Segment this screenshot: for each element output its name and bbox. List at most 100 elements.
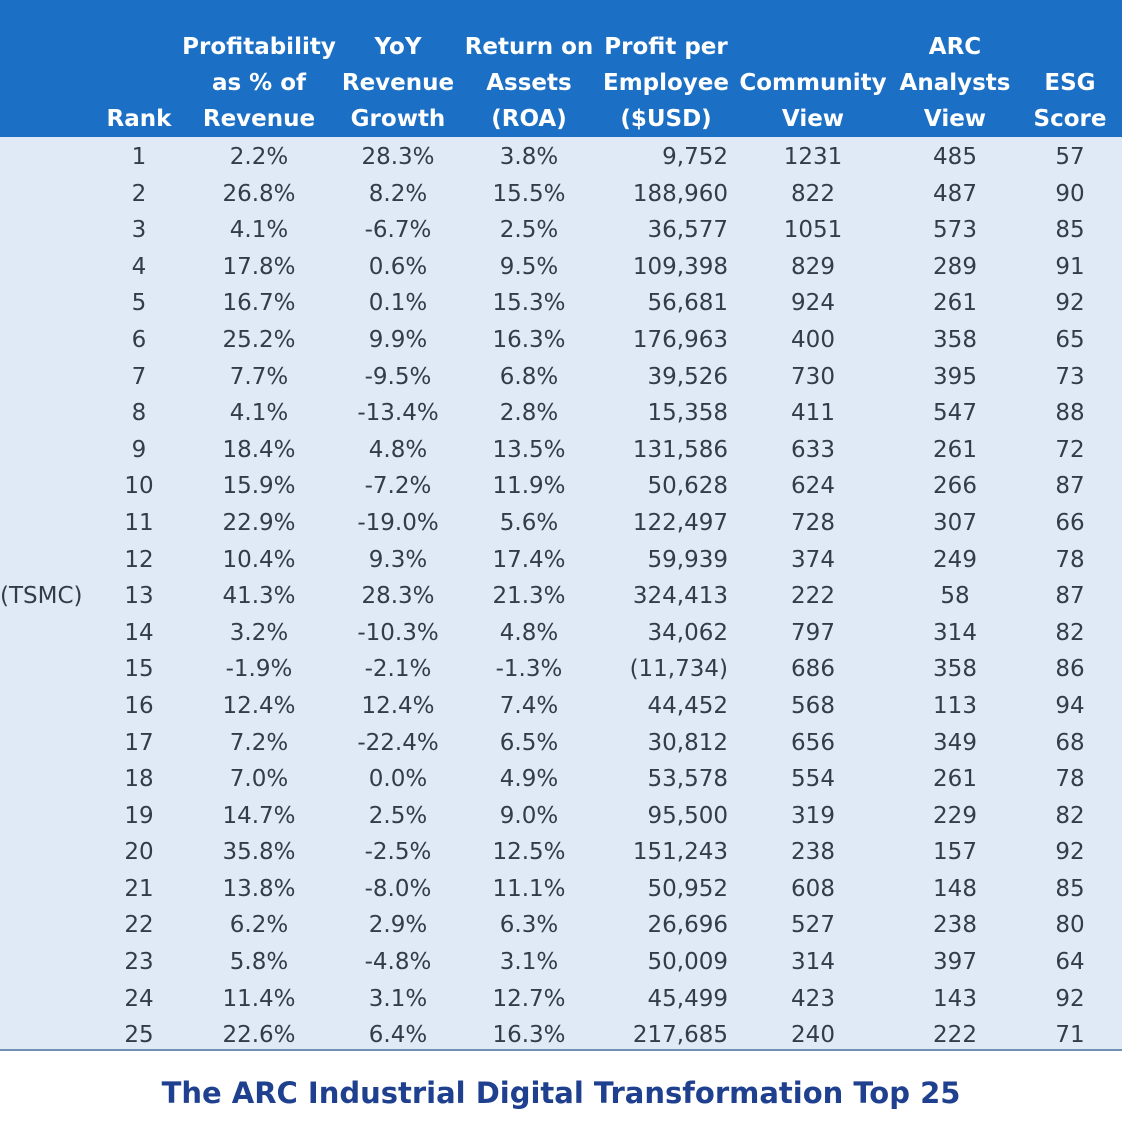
cell-company: [0, 834, 90, 871]
cell-yoy-growth: -22.4%: [357, 729, 439, 756]
cell-arc-analysts-view: 157: [933, 839, 977, 866]
cell-roa: 11.9%: [492, 473, 566, 500]
cell-rank: 9: [131, 436, 147, 463]
cell-yoy-growth: 6.4%: [368, 1022, 428, 1049]
cell-profitability: -1.9%: [225, 656, 293, 683]
cell-community-view: 686: [791, 656, 835, 683]
cell-roa: 9.0%: [499, 802, 559, 829]
cell-company: [0, 249, 90, 286]
cell-profit-per-employee: 30,812: [647, 729, 728, 756]
cell-arc-analysts-view: 148: [933, 875, 977, 902]
cell-rank: 12: [124, 546, 154, 573]
table-bottom-rule: [0, 1049, 1122, 1051]
cell-esg-score: 85: [1055, 875, 1085, 902]
cell-arc-analysts-view: 113: [933, 692, 977, 719]
cell-arc-analysts-view: 289: [933, 253, 977, 280]
cell-community-view: 924: [791, 290, 835, 317]
table-row: 22 6.2% 2.9% 6.3% 26,696 527 238 80: [0, 907, 1122, 944]
cell-arc-analysts-view: 261: [933, 290, 977, 317]
table-row: (TSMC) 13 41.3% 28.3% 21.3% 324,413 222 58 87: [0, 578, 1122, 615]
table-row: 10 15.9% -7.2% 11.9% 50,628 624 266 87: [0, 468, 1122, 505]
cell-rank: 21: [124, 875, 154, 902]
cell-community-view: 633: [791, 436, 835, 463]
cell-rank: 20: [124, 839, 154, 866]
cell-arc-analysts-view: 487: [933, 180, 977, 207]
cell-company: [0, 651, 90, 688]
cell-profit-per-employee: 217,685: [632, 1022, 728, 1049]
cell-company: [0, 871, 90, 908]
cell-roa: 12.7%: [492, 985, 566, 1012]
cell-profit-per-employee: 9,752: [662, 144, 728, 170]
cell-esg-score: 68: [1055, 729, 1085, 756]
cell-roa: 9.5%: [499, 253, 559, 280]
cell-community-view: 1231: [783, 144, 843, 170]
cell-arc-analysts-view: 307: [933, 509, 977, 536]
cell-yoy-growth: 28.3%: [361, 144, 435, 170]
cell-profitability: 14.7%: [222, 802, 296, 829]
cell-yoy-growth: -2.5%: [364, 839, 432, 866]
cell-rank: 2: [131, 180, 147, 207]
cell-roa: 12.5%: [492, 839, 566, 866]
cell-profit-per-employee: 122,497: [632, 509, 728, 536]
cell-profit-per-employee: 44,452: [647, 692, 728, 719]
cell-yoy-growth: 0.6%: [368, 253, 428, 280]
cell-esg-score: 57: [1055, 144, 1085, 170]
cell-arc-analysts-view: 395: [933, 363, 977, 390]
cell-rank: 3: [131, 217, 147, 244]
table-row: 14 3.2% -10.3% 4.8% 34,062 797 314 82: [0, 615, 1122, 652]
cell-profit-per-employee: 26,696: [647, 912, 728, 939]
table-row: 7 7.7% -9.5% 6.8% 39,526 730 395 73: [0, 359, 1122, 396]
cell-community-view: 797: [791, 619, 835, 646]
cell-rank: 22: [124, 912, 154, 939]
table-row: 17 7.2% -22.4% 6.5% 30,812 656 349 68: [0, 725, 1122, 762]
cell-rank: 14: [124, 619, 154, 646]
cell-company: [0, 176, 90, 213]
cell-profit-per-employee: 131,586: [632, 436, 728, 463]
cell-company: [0, 395, 90, 432]
cell-rank: 25: [124, 1022, 154, 1049]
cell-roa: -1.3%: [495, 656, 563, 683]
cell-esg-score: 78: [1055, 546, 1085, 573]
cell-esg-score: 87: [1055, 583, 1085, 610]
cell-profit-per-employee: 36,577: [647, 217, 728, 244]
cell-esg-score: 92: [1055, 985, 1085, 1012]
cell-yoy-growth: -9.5%: [364, 363, 432, 390]
cell-company: [0, 907, 90, 944]
cell-profit-per-employee: 45,499: [647, 985, 728, 1012]
cell-yoy-growth: -7.2%: [364, 473, 432, 500]
cell-arc-analysts-view: 266: [933, 473, 977, 500]
cell-esg-score: 91: [1055, 253, 1085, 280]
cell-company: [0, 981, 90, 1018]
cell-company: [0, 542, 90, 579]
cell-profit-per-employee: 53,578: [647, 766, 728, 793]
cell-roa: 3.1%: [499, 949, 559, 976]
cell-roa: 5.6%: [499, 509, 559, 536]
cell-profitability: 12.4%: [222, 692, 296, 719]
cell-community-view: 656: [791, 729, 835, 756]
table-row: 1 2.2% 28.3% 3.8% 9,752 1231 485 57: [0, 139, 1122, 176]
cell-community-view: 411: [791, 400, 835, 427]
cell-profit-per-employee: 324,413: [632, 583, 728, 610]
cell-roa: 21.3%: [492, 583, 566, 610]
cell-community-view: 314: [791, 949, 835, 976]
table-row: 4 17.8% 0.6% 9.5% 109,398 829 289 91: [0, 249, 1122, 286]
cell-community-view: 822: [791, 180, 835, 207]
cell-profitability: 3.2%: [229, 619, 289, 646]
cell-rank: 23: [124, 949, 154, 976]
cell-profitability: 18.4%: [222, 436, 296, 463]
cell-profit-per-employee: (11,734): [629, 656, 728, 683]
cell-esg-score: 92: [1055, 839, 1085, 866]
cell-esg-score: 80: [1055, 912, 1085, 939]
header-rank: Rank: [106, 106, 172, 132]
cell-roa: 3.8%: [499, 144, 559, 170]
cell-community-view: 374: [791, 546, 835, 573]
cell-profit-per-employee: 95,500: [647, 802, 728, 829]
cell-arc-analysts-view: 261: [933, 436, 977, 463]
table-row: 2 26.8% 8.2% 15.5% 188,960 822 487 90: [0, 176, 1122, 213]
cell-profitability: 2.2%: [229, 144, 289, 170]
cell-profit-per-employee: 59,939: [647, 546, 728, 573]
cell-profit-per-employee: 188,960: [632, 180, 728, 207]
table-caption: The ARC Industrial Digital Transformatio…: [161, 1076, 961, 1110]
cell-profitability: 10.4%: [222, 546, 296, 573]
cell-yoy-growth: -6.7%: [364, 217, 432, 244]
